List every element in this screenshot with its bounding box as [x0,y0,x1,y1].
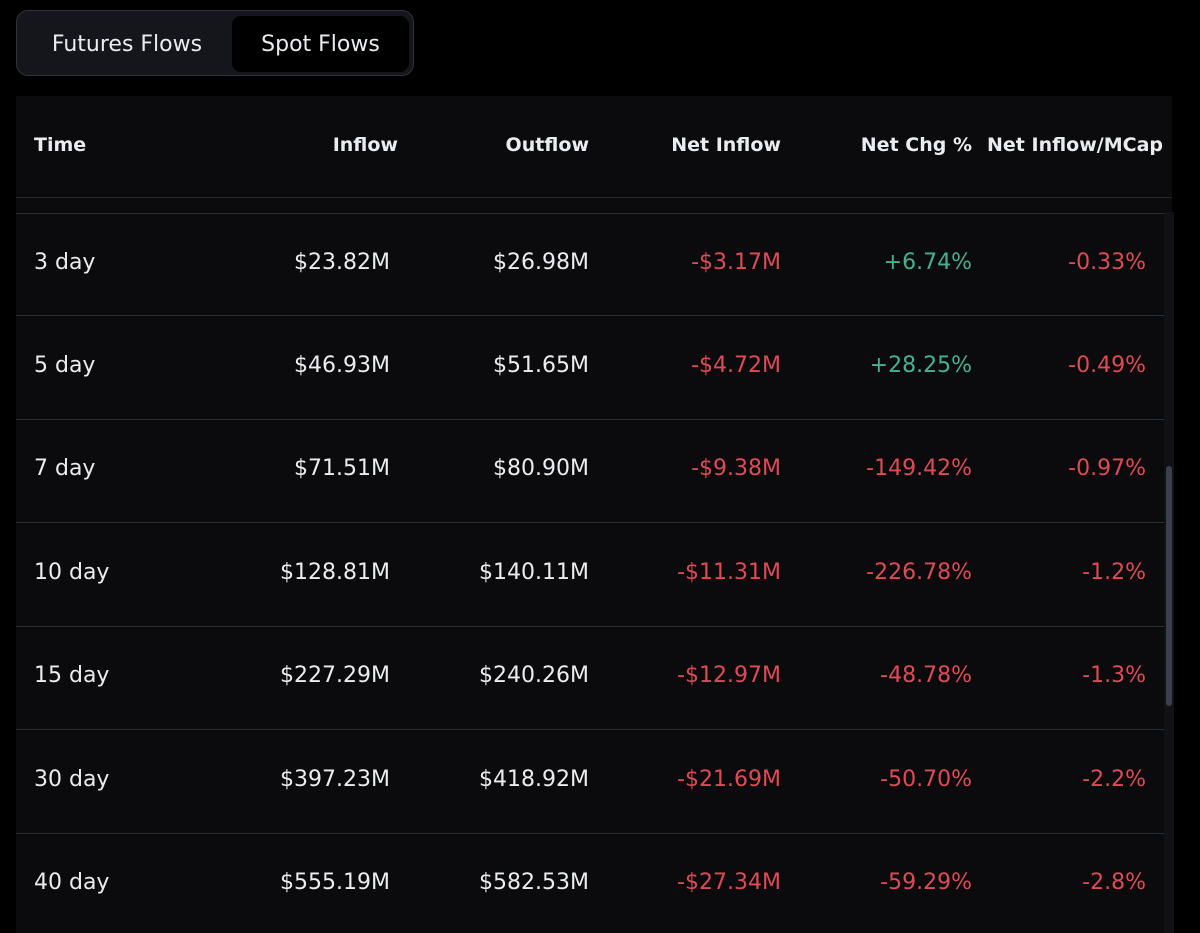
table-row: 15 day $227.29M $240.26M -$12.97M -48.78% -1.… [16,627,1164,730]
header-inflow[interactable]: Inflow [332,134,398,156]
cell-time: 3 day [34,250,96,275]
cell-inflow: $71.51M [294,456,390,481]
cell-time: 40 day [34,870,110,895]
cell-outflow: $582.53M [479,870,589,895]
cell-time: 15 day [34,663,110,688]
cell-net-chg: +6.74% [883,250,972,275]
cell-outflow: $418.92M [479,766,589,792]
table-row: 5 day $46.93M $51.65M -$4.72M +28.25% -0.49% [16,317,1164,420]
header-net-inflow-mcap[interactable]: Net Inflow/MCap [987,134,1163,156]
cell-outflow: $140.11M [479,559,589,585]
cell-net-inflow: -$4.72M [691,352,781,378]
cell-time: 30 day [34,766,110,792]
cell-net-chg: -59.29% [880,870,972,895]
cell-net-inflow-mcap: -1.3% [1082,663,1146,688]
cell-net-chg: -226.78% [866,559,972,585]
cell-net-inflow: -$11.31M [677,559,781,585]
header-time[interactable]: Time [34,134,87,156]
cell-net-chg: -50.70% [880,766,972,792]
cell-inflow: $555.19M [280,870,390,895]
cell-inflow: $128.81M [280,559,390,585]
scrollbar-thumb[interactable] [1166,466,1172,706]
flows-table: Time Inflow Outflow Net Inflow Net Chg %… [16,96,1172,933]
cell-net-inflow-mcap: -1.2% [1082,559,1146,585]
table-row: 40 day $555.19M $582.53M -$27.34M -59.29% -2.… [16,834,1164,933]
cell-net-inflow: -$12.97M [677,663,781,688]
cell-time: 7 day [34,456,96,481]
table-header: Time Inflow Outflow Net Inflow Net Chg %… [16,96,1172,198]
flow-type-switch: Futures Flows Spot Flows [16,10,414,76]
cell-time: 5 day [34,352,96,378]
cell-time: 10 day [34,559,110,585]
cell-outflow: $80.90M [493,456,589,481]
cell-net-inflow-mcap: -0.97% [1068,456,1146,481]
table-row: 30 day $397.23M $418.92M -$21.69M -50.70% -2.… [16,731,1164,834]
cell-inflow: $397.23M [280,766,390,792]
cell-outflow: $26.98M [493,250,589,275]
table-row: 10 day $128.81M $140.11M -$11.31M -226.78% -1… [16,524,1164,627]
cell-net-chg: -48.78% [880,663,972,688]
table-scrollbar[interactable] [1164,212,1174,933]
header-net-chg[interactable]: Net Chg % [860,134,972,156]
cell-inflow: $23.82M [294,250,390,275]
cell-outflow: $240.26M [479,663,589,688]
cell-outflow: $51.65M [493,352,589,378]
cell-net-inflow-mcap: -0.49% [1068,352,1146,378]
cell-net-inflow: -$21.69M [677,766,781,792]
cell-net-chg: +28.25% [869,352,972,378]
cell-net-chg: -149.42% [866,456,972,481]
cell-net-inflow-mcap: -2.8% [1082,870,1146,895]
table-row: 3 day $23.82M $26.98M -$3.17M +6.74% -0.33% [16,213,1164,316]
tab-spot-flows[interactable]: Spot Flows [232,16,409,72]
header-outflow[interactable]: Outflow [505,134,589,156]
table-row: 7 day $71.51M $80.90M -$9.38M -149.42% -0.97% [16,420,1164,523]
cell-net-inflow: -$9.38M [691,456,781,481]
header-net-inflow[interactable]: Net Inflow [671,134,781,156]
cell-net-inflow-mcap: -2.2% [1082,766,1146,792]
cell-net-inflow: -$3.17M [691,250,781,275]
cell-net-inflow: -$27.34M [677,870,781,895]
cell-inflow: $227.29M [280,663,390,688]
cell-net-inflow-mcap: -0.33% [1068,250,1146,275]
tab-futures-flows[interactable]: Futures Flows [51,31,203,57]
cell-inflow: $46.93M [294,352,390,378]
